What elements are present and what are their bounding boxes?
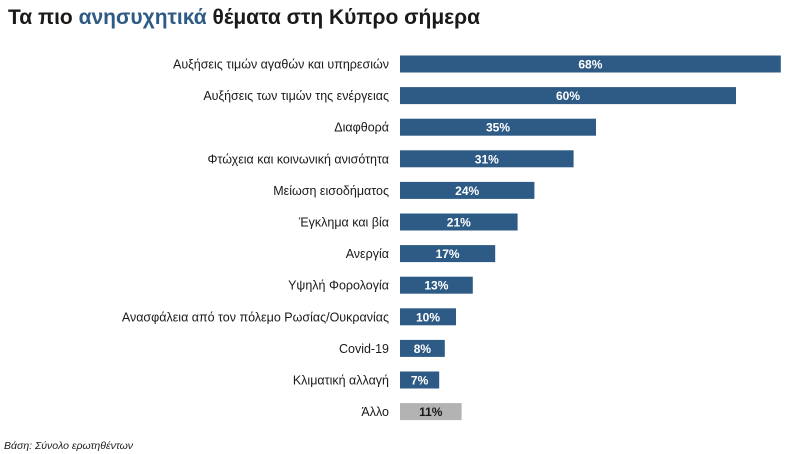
bar [400, 371, 440, 389]
bar [400, 308, 456, 326]
category-label: Φτώχεια και κοινωνική ανισότητα [207, 152, 389, 166]
bar-other [400, 403, 462, 421]
bar [400, 276, 473, 294]
category-label: Ανεργία [346, 247, 389, 261]
bar [400, 245, 496, 263]
title-highlight: ανησυχητικά [78, 6, 207, 29]
chart-title: Τα πιο ανησυχητικά θέματα στη Κύπρο σήμε… [8, 6, 480, 30]
bar [400, 150, 574, 168]
value-label: 10% [416, 310, 440, 324]
value-label: 31% [475, 152, 499, 166]
value-label: 13% [424, 279, 448, 293]
value-label: 17% [436, 247, 460, 261]
bar [400, 87, 736, 105]
category-label: Αυξήσεις των τιμών της ενέργειας [203, 89, 389, 103]
category-label: Covid-19 [339, 342, 389, 356]
category-label: Μείωση εισοδήματος [273, 184, 389, 198]
category-label: Άλλο [361, 405, 389, 419]
value-label: 24% [455, 184, 479, 198]
bar [400, 213, 518, 231]
category-label: Διαφθορά [334, 121, 389, 135]
value-label: 21% [447, 216, 471, 230]
value-label: 60% [556, 89, 580, 103]
bar [400, 339, 445, 357]
footnote: Βάση: Σύνολο ερωτηθέντων [4, 440, 134, 452]
value-label: 68% [578, 58, 602, 72]
bar [400, 118, 596, 136]
category-label: Ανασφάλεια από τον πόλεμο Ρωσίας/Ουκρανί… [122, 310, 389, 324]
value-label: 8% [414, 342, 432, 356]
category-label: Υψηλή Φορολογία [288, 279, 389, 293]
bar [400, 55, 781, 73]
title-suffix: θέματα στη Κύπρο σήμερα [206, 6, 481, 29]
value-label: 35% [486, 121, 510, 135]
value-label: 11% [419, 405, 443, 419]
category-label: Έγκλημα και βία [298, 216, 389, 230]
bar [400, 181, 535, 199]
value-label: 7% [411, 374, 429, 388]
title-prefix: Τα πιο [8, 6, 79, 29]
category-label: Κλιματική αλλαγή [293, 374, 389, 388]
category-label: Αυξήσεις τιμών αγαθών και υπηρεσιών [173, 58, 389, 72]
